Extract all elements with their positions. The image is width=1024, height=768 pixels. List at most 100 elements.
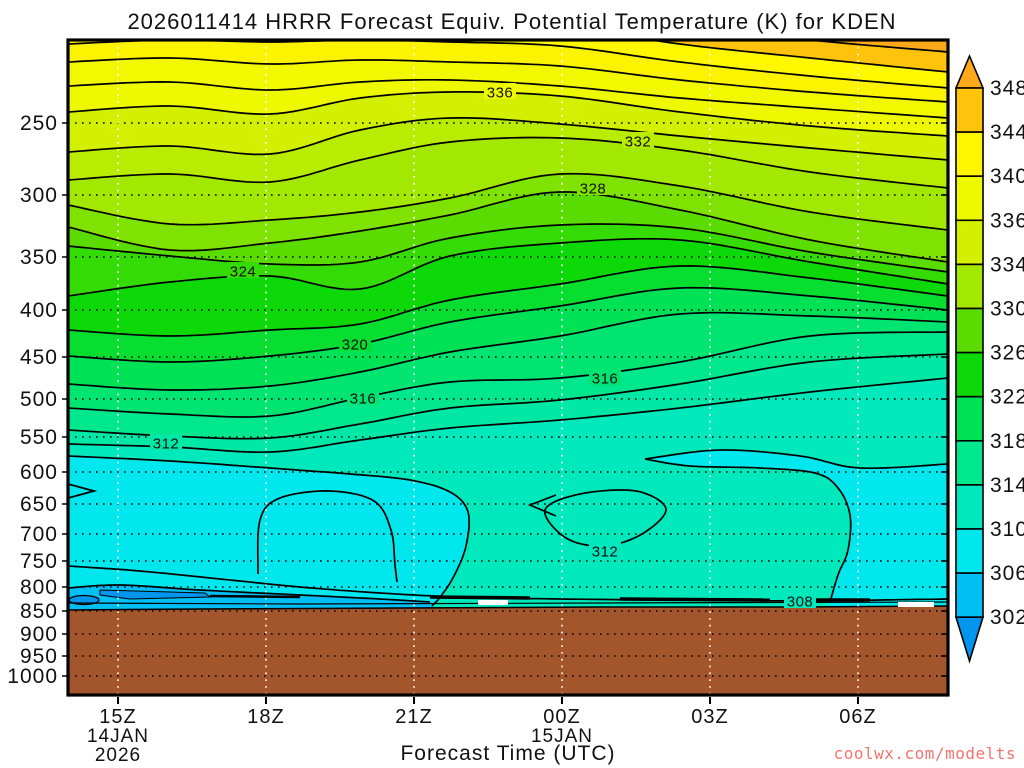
colorbar-tick-label: 344 [990,121,1024,144]
contour-label-bg [339,335,371,351]
contour-label-bg [784,592,816,608]
contour-line-310-right [644,449,948,470]
y-tick-label: 600 [20,461,58,484]
contour-line-310-curl [644,458,852,603]
contour-label: 316 [592,371,619,388]
contour-label-bg [150,434,182,450]
contour-closed-312 [543,489,667,547]
y-tick-label: 950 [20,645,58,668]
contour-label-bg [589,369,621,385]
y-tick-label: 850 [20,600,58,623]
dark-blue-blob [99,589,212,600]
colorbar-segment [955,307,984,354]
x-tick-label: 06Z [839,706,876,728]
y-tick-label: 250 [20,112,58,135]
colorbar-tick-label: 306 [990,562,1024,585]
missing-data-patch [898,602,934,607]
y-tick-label: 550 [20,426,58,449]
contour-line-326 [68,223,948,273]
contour-label: 320 [342,337,369,354]
y-tick-label: 1000 [7,665,58,688]
contour-line-336 [68,91,948,137]
contour-line-310-left [68,455,471,607]
colorbar-segment [955,351,984,398]
x-axis-title: Forecast Time (UTC) [400,742,616,765]
y-tick-label: 750 [20,550,58,573]
x-tick-label: 18Z [247,706,284,728]
left-cyan-region [68,456,470,616]
colorbar-segment [955,528,984,574]
y-tick-label: 650 [20,493,58,516]
contour-line-318 [68,311,948,391]
plot-area: 336 332 328 324 320 316 316 312 312 308 [68,40,948,695]
colorbar-segment [955,219,984,266]
contour-line-312 [68,377,948,454]
colorbar-segment [955,484,984,530]
colorbar-segment [955,572,984,618]
y-tick-label: 800 [20,576,58,599]
contour-wedge [527,494,557,517]
contour-label-bg [484,83,516,99]
colorbar-tick-label: 340 [990,165,1024,188]
colorbar-tick-label: 314 [990,474,1024,497]
colorbar-tick-label: 348 [990,77,1024,100]
contour-line-316 [68,331,948,418]
colorbar-tick-label: 336 [990,209,1024,232]
contour-line-306 [68,584,431,603]
y-tick-label: 300 [20,184,58,207]
right-cyan-region [645,450,948,610]
contour-label: 324 [230,264,257,281]
near-ground-contour [429,595,531,600]
colorbar-segment [955,395,984,442]
plot-border [66,38,950,697]
contour-line-328 [68,191,948,263]
contour-line-344 [646,40,948,73]
contour-label: 332 [625,134,652,151]
colorbar-tick-label: 310 [990,518,1024,541]
x-date-label: 2026 [95,745,141,766]
contour-line-334 [68,117,948,161]
contour-line-330 [68,172,948,231]
colorbar-segment [955,263,984,310]
x-tick-label: 03Z [691,706,728,728]
colorbar-triangle-top [954,53,985,89]
colorbar-segment [955,439,984,486]
x-tick-label: 00Z [543,706,580,728]
watermark: coolwx.com/modelts [833,744,1016,763]
colorbar-tick-label: 318 [990,430,1024,453]
contour-line-314 [68,353,948,440]
colorbar-tick-label: 330 [990,298,1024,321]
y-tick-label: 500 [20,388,58,411]
contour-label: 336 [487,85,514,102]
x-date-label: 15JAN [531,726,593,747]
contour-line-340 [68,57,948,103]
y-tick-label: 400 [20,299,58,322]
x-tick-label: 21Z [395,706,432,728]
contour-label: 312 [592,544,619,561]
contour-label: 328 [580,181,607,198]
ground-terrain [68,606,948,695]
contour-label-bg [622,132,654,148]
y-tick-label: 350 [20,246,58,269]
contour-label: 316 [350,391,377,408]
contour-arch [256,490,398,583]
colorbar-tick-label: 334 [990,253,1024,276]
x-date-label: 14JAN [87,726,149,747]
contour-label-bg [227,262,259,278]
near-ground-contour [619,597,771,602]
contour-label-bg [347,389,379,405]
near-ground-contour [68,601,948,605]
contour-label-bg [589,542,621,558]
colorbar-triangle-bottom [954,616,985,664]
colorbar-segment [955,87,984,133]
y-tick-label: 900 [20,623,58,646]
contour-label: 308 [787,594,814,611]
contour-line-320 [68,286,948,363]
ground-top-line [68,605,948,611]
contour-line-338 [68,78,948,119]
near-ground-contour [209,594,301,599]
contour-label-bg [577,179,609,195]
colorbar-tick-label: 322 [990,386,1024,409]
